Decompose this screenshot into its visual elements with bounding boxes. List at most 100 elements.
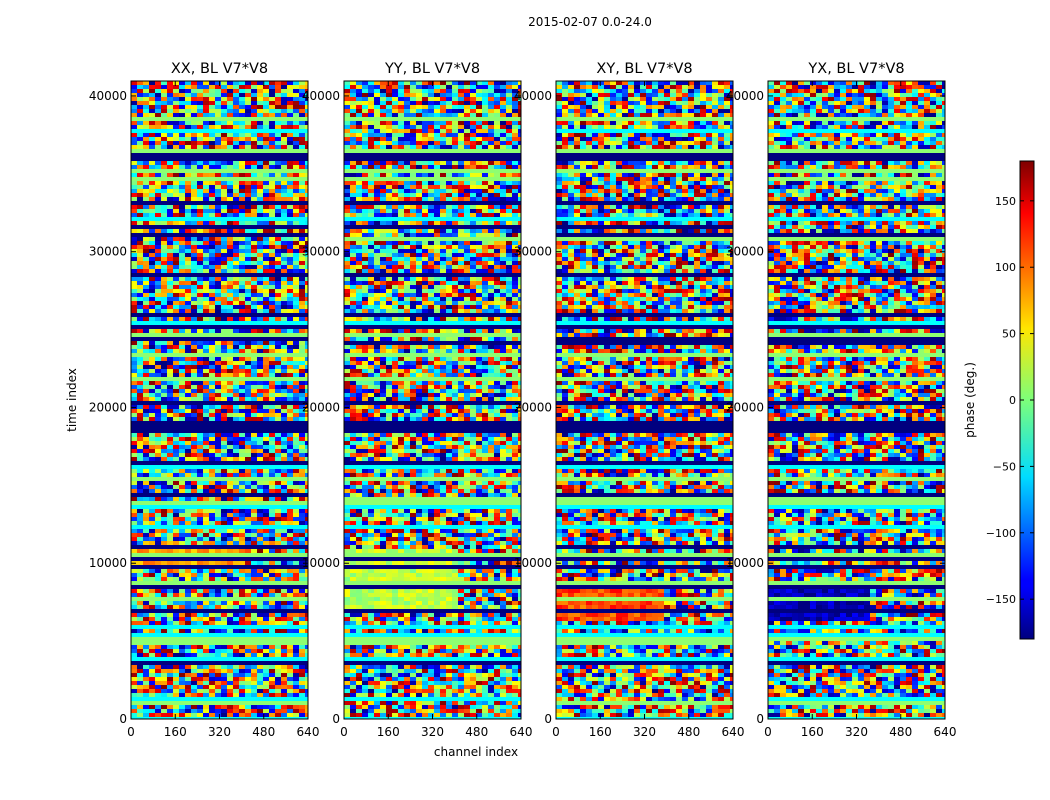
heatmap-cell bbox=[281, 541, 287, 545]
heatmap-cell bbox=[263, 629, 269, 633]
heatmap-cell bbox=[287, 109, 293, 113]
heatmap-cell bbox=[464, 253, 470, 257]
heatmap-cell bbox=[203, 125, 209, 129]
heatmap-cell bbox=[227, 617, 233, 621]
heatmap-cell bbox=[209, 541, 215, 545]
heatmap-cell bbox=[293, 669, 299, 673]
heatmap-cell bbox=[275, 257, 281, 261]
heatmap-cell bbox=[209, 665, 215, 669]
heatmap-cell bbox=[131, 93, 137, 97]
heatmap-cell bbox=[410, 265, 416, 269]
heatmap-cell bbox=[368, 121, 374, 125]
heatmap-cell bbox=[191, 713, 197, 717]
heatmap-cell bbox=[227, 709, 233, 713]
heatmap-cell bbox=[227, 645, 233, 649]
heatmap-cell bbox=[344, 305, 350, 309]
heatmap-cell bbox=[488, 81, 494, 85]
heatmap-cell bbox=[305, 269, 308, 273]
heatmap-cell bbox=[137, 469, 143, 473]
heatmap-cell bbox=[299, 653, 305, 657]
heatmap-cell bbox=[143, 369, 149, 373]
heatmap-cell bbox=[257, 681, 263, 685]
heatmap-cell bbox=[245, 533, 251, 537]
heatmap-cell bbox=[404, 257, 410, 261]
heatmap-cell bbox=[416, 301, 422, 305]
heatmap-cell bbox=[137, 181, 143, 185]
heatmap-cell bbox=[269, 521, 275, 525]
heatmap-cell bbox=[179, 481, 185, 485]
heatmap-cell bbox=[239, 577, 245, 581]
heatmap-cell bbox=[350, 345, 356, 349]
heatmap-cell bbox=[275, 457, 281, 461]
heatmap-cell bbox=[494, 181, 500, 185]
heatmap-cell bbox=[398, 261, 404, 265]
heatmap-cell bbox=[275, 305, 281, 309]
heatmap-cell bbox=[305, 101, 308, 105]
heatmap-cell bbox=[155, 573, 161, 577]
heatmap-cell bbox=[299, 473, 305, 477]
heatmap-cell bbox=[167, 469, 173, 473]
heatmap-cell bbox=[251, 381, 257, 385]
heatmap-cell bbox=[155, 85, 161, 89]
heatmap-cell bbox=[155, 277, 161, 281]
heatmap-cell bbox=[215, 549, 221, 553]
heatmap-cell bbox=[422, 269, 428, 273]
heatmap-cell bbox=[458, 197, 464, 201]
heatmap-cell bbox=[434, 105, 440, 109]
heatmap-cell bbox=[245, 693, 251, 697]
heatmap-cell bbox=[161, 81, 167, 85]
heatmap-cell bbox=[257, 677, 263, 681]
heatmap-cell bbox=[173, 189, 179, 193]
heatmap-cell bbox=[494, 105, 500, 109]
heatmap-cell bbox=[512, 193, 518, 197]
heatmap-cell bbox=[350, 249, 356, 253]
heatmap-cell bbox=[293, 513, 299, 517]
heatmap-cell bbox=[191, 653, 197, 657]
heatmap-cell bbox=[215, 613, 221, 617]
heatmap-cell bbox=[173, 705, 179, 709]
heatmap-cell bbox=[518, 109, 521, 113]
heatmap-cell bbox=[173, 309, 179, 313]
heatmap-cell bbox=[287, 617, 293, 621]
heatmap-cell bbox=[488, 125, 494, 129]
heatmap-cell bbox=[281, 453, 287, 457]
heatmap-cell bbox=[263, 193, 269, 197]
heatmap-cell bbox=[161, 97, 167, 101]
heatmap-cell bbox=[257, 297, 263, 301]
heatmap-cell bbox=[257, 601, 263, 605]
heatmap-cell bbox=[233, 561, 239, 565]
heatmap-cell bbox=[440, 189, 446, 193]
heatmap-cell bbox=[446, 205, 452, 209]
heatmap-cell bbox=[209, 649, 215, 653]
heatmap-cell bbox=[179, 677, 185, 681]
heatmap-cell bbox=[275, 277, 281, 281]
heatmap-cell bbox=[263, 649, 269, 653]
heatmap-cell bbox=[287, 645, 293, 649]
heatmap-cell bbox=[137, 269, 143, 273]
heatmap-cell bbox=[227, 381, 233, 385]
heatmap-cell bbox=[179, 281, 185, 285]
heatmap-cell bbox=[221, 497, 227, 501]
heatmap-cell bbox=[416, 285, 422, 289]
heatmap-cell bbox=[179, 437, 185, 441]
heatmap-cell bbox=[239, 305, 245, 309]
heatmap-cell bbox=[155, 629, 161, 633]
heatmap-cell bbox=[239, 497, 245, 501]
heatmap-cell bbox=[233, 349, 239, 353]
heatmap-cell bbox=[215, 249, 221, 253]
heatmap-cell bbox=[263, 97, 269, 101]
heatmap-cell bbox=[221, 85, 227, 89]
heatmap-cell bbox=[191, 361, 197, 365]
heatmap-cell bbox=[161, 241, 167, 245]
heatmap-cell bbox=[287, 589, 293, 593]
heatmap-cell bbox=[221, 713, 227, 717]
heatmap-cell bbox=[245, 133, 251, 137]
heatmap-cell bbox=[233, 485, 239, 489]
heatmap-cell bbox=[350, 265, 356, 269]
heatmap-cell bbox=[494, 289, 500, 293]
heatmap-cell bbox=[344, 301, 350, 305]
heatmap-row bbox=[344, 237, 521, 241]
heatmap-cell bbox=[239, 681, 245, 685]
heatmap-cell bbox=[482, 249, 488, 253]
heatmap-cell bbox=[179, 449, 185, 453]
